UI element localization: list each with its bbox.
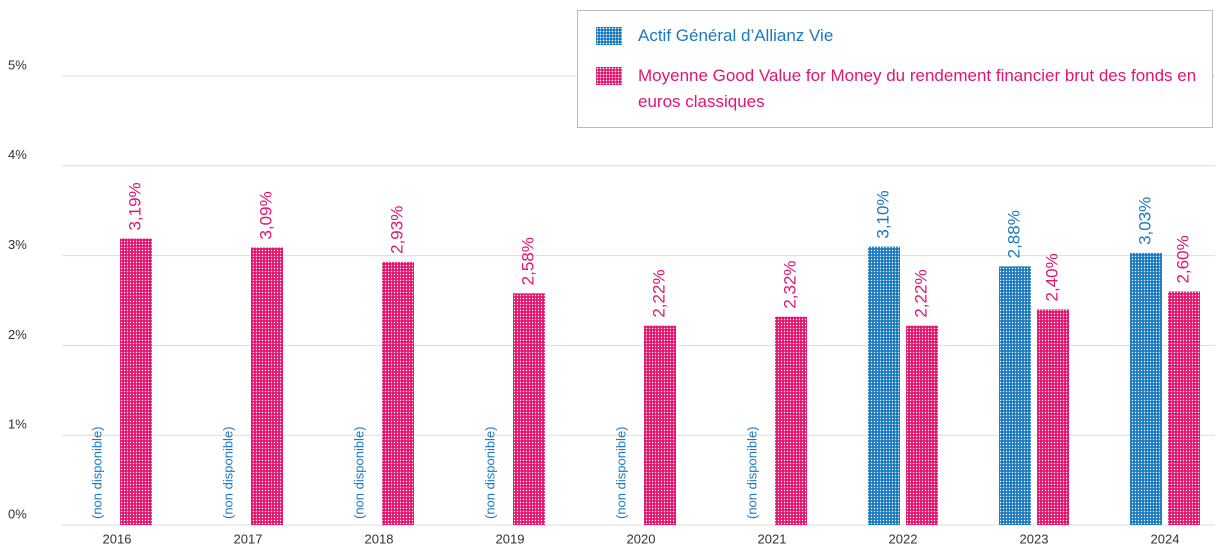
bar: [868, 246, 900, 525]
value-label: 3,19%: [125, 182, 144, 230]
y-tick-label: 5%: [8, 57, 27, 72]
x-tick-label: 2022: [889, 531, 918, 546]
na-label: (non disponible): [613, 426, 628, 519]
na-label: (non disponible): [351, 426, 366, 519]
value-label: 3,03%: [1135, 197, 1154, 245]
legend-item: Moyenne Good Value for Money du rendemen…: [596, 63, 1198, 115]
bar: [775, 316, 807, 525]
x-tick-label: 2023: [1020, 531, 1049, 546]
legend-label: Actif Général d’Allianz Vie: [638, 26, 834, 45]
x-tick-label: 2018: [365, 531, 394, 546]
x-tick-label: 2024: [1151, 531, 1180, 546]
bar: [1130, 252, 1162, 525]
bar: [644, 325, 676, 525]
value-label: 2,88%: [1004, 210, 1023, 258]
x-tick-label: 2020: [627, 531, 656, 546]
legend-item: Actif Général d’Allianz Vie: [596, 23, 1198, 49]
y-tick-label: 0%: [8, 506, 27, 521]
y-tick-label: 1%: [8, 417, 27, 432]
value-label: 2,58%: [518, 237, 537, 285]
value-label: 2,22%: [649, 269, 668, 317]
y-tick-label: 3%: [8, 237, 27, 252]
bar: [513, 293, 545, 525]
y-tick-label: 4%: [8, 147, 27, 162]
value-label: 2,40%: [1042, 253, 1061, 301]
value-label: 2,60%: [1173, 235, 1192, 283]
bar: [999, 266, 1031, 525]
bar: [120, 238, 152, 525]
bar: [906, 325, 938, 525]
na-label: (non disponible): [89, 426, 104, 519]
x-tick-label: 2017: [234, 531, 263, 546]
bar: [1037, 309, 1069, 525]
bar: [382, 261, 414, 525]
legend-label: Moyenne Good Value for Money du rendemen…: [638, 66, 1197, 111]
legend-swatch: [596, 27, 622, 45]
value-label: 2,22%: [911, 269, 930, 317]
x-tick-label: 2016: [103, 531, 132, 546]
x-tick-label: 2019: [496, 531, 525, 546]
na-label: (non disponible): [482, 426, 497, 519]
value-label: 2,93%: [387, 206, 406, 254]
legend-swatch: [596, 67, 622, 85]
value-label: 2,32%: [780, 260, 799, 308]
legend: Actif Général d’Allianz Vie Moyenne Good …: [577, 10, 1213, 128]
bar: [251, 247, 283, 525]
value-label: 3,10%: [873, 190, 892, 238]
value-label: 3,09%: [256, 191, 275, 239]
y-tick-label: 2%: [8, 327, 27, 342]
bar: [1168, 291, 1200, 525]
x-tick-label: 2021: [758, 531, 787, 546]
na-label: (non disponible): [744, 426, 759, 519]
na-label: (non disponible): [220, 426, 235, 519]
